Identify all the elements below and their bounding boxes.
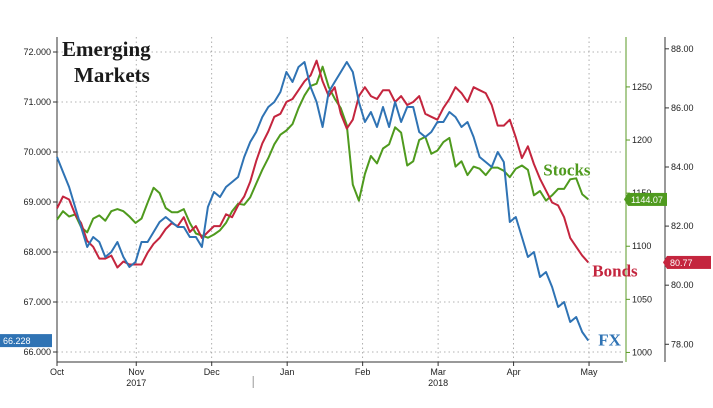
- value-badges: 1144.07 80.77 66.228: [0, 192, 711, 348]
- right-axis: 78.00 80.00 82.00 84.00 86.00 88.00: [664, 37, 694, 362]
- series-label-stocks: Stocks: [543, 160, 591, 179]
- series-lines: [56, 59, 590, 342]
- left-tick-label: 67.000: [23, 297, 51, 307]
- right-tick-label: 80.00: [671, 280, 694, 290]
- x-tick-label: Jan: [280, 367, 295, 377]
- mid-tick-label: 1250: [632, 82, 652, 92]
- series-line-stocks: [56, 65, 589, 239]
- x-tick-label: Mar: [430, 367, 446, 377]
- series-label-fx: FX: [598, 331, 621, 350]
- value-badge-bonds: [667, 255, 711, 269]
- left-axis: 66.000 67.000 68.000 69.000 70.000 71.000 72.0…: [23, 37, 58, 362]
- left-tick-label: 66.000: [23, 347, 51, 357]
- value-badge-label: 66.228: [3, 336, 31, 346]
- right-tick-label: 84.00: [671, 162, 694, 172]
- badge-arrow: [663, 255, 667, 269]
- right-tick-label: 88.00: [671, 44, 694, 54]
- value-badge-fx: [0, 334, 52, 348]
- x-tick-label: Apr: [507, 367, 521, 377]
- x-tick-label: Dec: [204, 367, 221, 377]
- series-line-bonds: [56, 59, 590, 269]
- series-line-fx: [56, 61, 590, 342]
- badge-arrow: [624, 192, 628, 206]
- chart-title-line-1: Emerging: [62, 37, 151, 61]
- x-year-label: 2017: [126, 378, 146, 388]
- x-year-label: 2018: [428, 378, 448, 388]
- left-tick-label: 68.000: [23, 247, 51, 257]
- left-tick-label: 69.000: [23, 197, 51, 207]
- right-tick-label: 86.00: [671, 103, 694, 113]
- value-badge-label: 80.77: [670, 258, 693, 268]
- left-tick-label: 70.000: [23, 147, 51, 157]
- x-tick-label: May: [581, 367, 599, 377]
- right-tick-label: 78.00: [671, 339, 694, 349]
- mid-tick-label: 1050: [632, 294, 652, 304]
- left-tick-label: 71.000: [23, 97, 51, 107]
- x-tick-label: Nov: [128, 367, 145, 377]
- value-badge-label: 1144.07: [631, 195, 663, 205]
- x-axis: Oct Nov Dec Jan Feb Mar Apr May 2017 2018: [50, 361, 623, 388]
- mid-tick-label: 1000: [632, 347, 652, 357]
- right-tick-label: 82.00: [671, 221, 694, 231]
- series-label-bonds: Bonds: [592, 261, 638, 280]
- series-labels: Stocks Bonds FX: [543, 160, 638, 349]
- value-badge-stocks: [628, 192, 667, 206]
- mid-tick-label: 1200: [632, 135, 652, 145]
- chart-title-line-2: Markets: [74, 63, 150, 87]
- x-tick-label: Feb: [355, 367, 371, 377]
- x-tick-label: Oct: [50, 367, 65, 377]
- left-tick-label: 72.000: [23, 47, 51, 57]
- mid-tick-label: 1100: [632, 241, 651, 251]
